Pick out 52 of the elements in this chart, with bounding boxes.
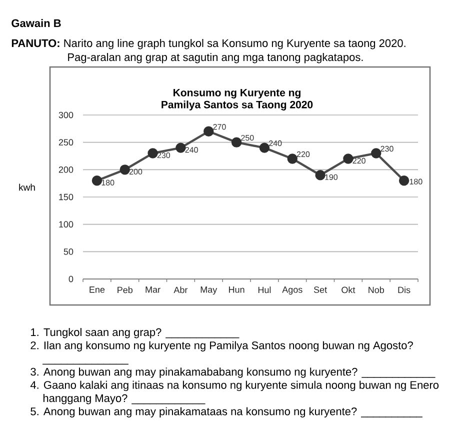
data-label: 220 <box>296 151 310 158</box>
y-tick-label: 250 <box>58 139 74 146</box>
point <box>204 126 214 136</box>
text: Gawain B <box>12 19 61 28</box>
data-label: 270 <box>213 124 226 130</box>
text: 5. Anong buwan ang may pinakamataas na konsumo ng kuryente? __________ <box>30 407 422 418</box>
y-tick-label: 150 <box>59 194 74 200</box>
data-label: 230 <box>157 152 170 158</box>
x-tick-label: May <box>200 286 218 295</box>
point <box>120 164 130 175</box>
x-tick-label: Ene <box>90 286 105 293</box>
point <box>92 176 102 186</box>
point <box>148 148 158 158</box>
x-tick-label: Mar <box>146 286 160 293</box>
x-tick-label: Peb <box>118 286 132 294</box>
y-tick-label: 200 <box>58 166 74 173</box>
data-label: 180 <box>410 178 422 184</box>
data-label: 240 <box>185 146 198 153</box>
y-axis-title: kwh <box>19 184 35 191</box>
point <box>398 176 410 186</box>
data-label: 240 <box>269 140 282 146</box>
x-tick-label: Agos <box>282 286 302 295</box>
text: 4. Gaano kalaki ang itinaas na konsumo ng kuryente simula noong buwan ng Enero hanggang Mayo? ____________ <box>30 380 439 404</box>
y-tick-label: 100 <box>59 221 74 228</box>
data-label: 220 <box>352 158 366 164</box>
x-tick-label: Okt <box>342 286 356 294</box>
x-tick-label: Nob <box>368 286 384 294</box>
x-tick-label: Set <box>314 286 327 293</box>
chart-title: Konsumo ng Kuryente ng Pamilya Santos sa Taong 2020 <box>162 89 313 110</box>
text: PANUTO: Narito ang line graph tungkol sa Konsumo ng Kuryente sa taong 2020. Pag-aralan ang grap at sagutin ang mga tanong pagkatapos. <box>12 38 406 64</box>
x-tick-label: Hul <box>258 286 271 294</box>
point <box>259 142 270 153</box>
point <box>287 154 298 164</box>
y-tick-label: 0 <box>68 276 74 282</box>
data-label: 200 <box>129 168 142 175</box>
point <box>231 137 242 148</box>
text: 3. Anong buwan ang may pinakamababang konsumo ng kuryente? ____________ <box>30 368 436 378</box>
y-tick-label: 50 <box>64 248 74 255</box>
text: 2. Ilan ang konsumo ng kuryente ng Pamilya Santos noong buwan ng Agosto? ______________ <box>30 341 413 365</box>
x-tick-label: Hun <box>229 286 244 293</box>
data-label: 230 <box>380 146 394 152</box>
y-tick-label: 300 <box>58 112 74 118</box>
point <box>343 154 354 164</box>
data-label: 180 <box>102 180 114 186</box>
point <box>176 142 186 153</box>
data-label: 250 <box>241 134 254 141</box>
x-tick-label: Dis <box>398 286 410 294</box>
data-label: 190 <box>325 174 338 180</box>
x-tick-label: Abr <box>174 286 188 294</box>
point <box>315 170 326 180</box>
point <box>371 148 382 158</box>
text: 1. Tungkol saan ang grap? ____________ <box>31 328 240 338</box>
